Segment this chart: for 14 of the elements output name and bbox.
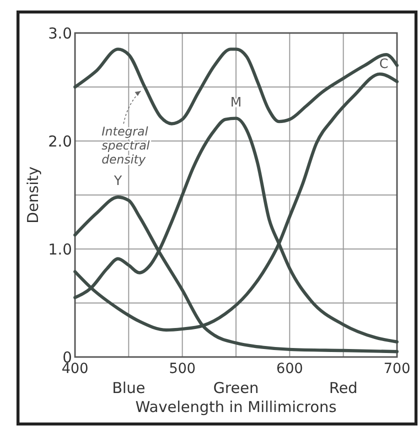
y-axis-title: Density (24, 166, 42, 224)
text: Red (329, 379, 358, 397)
y-tick-label: 3.0 (48, 24, 72, 42)
x-tick-label: 500 (168, 361, 196, 377)
text: Blue (112, 379, 146, 397)
y-tick-label: 2.0 (48, 132, 72, 150)
text: Green (213, 379, 259, 397)
x-axis-title: Wavelength in Millimicrons (135, 398, 337, 416)
x-tick-label: 700 (384, 361, 410, 377)
line-series (73, 48, 399, 126)
x-tick-label: 600 (276, 361, 304, 377)
series-label: Y (112, 174, 122, 190)
series-label: C (379, 57, 388, 72)
y-tick-label: 1.0 (48, 240, 72, 258)
